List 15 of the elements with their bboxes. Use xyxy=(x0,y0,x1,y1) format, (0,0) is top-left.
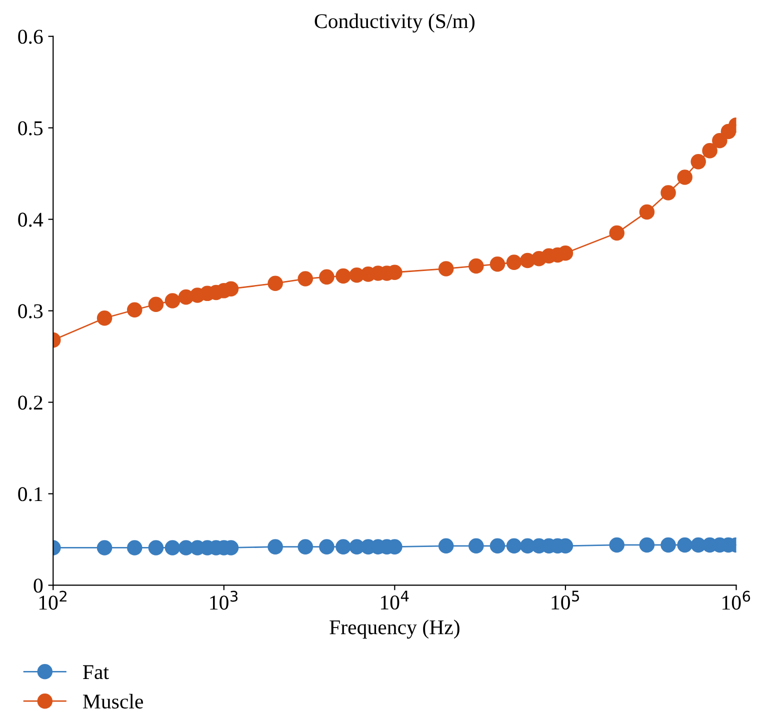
legend-label: Muscle xyxy=(82,694,144,709)
y-tick-label: 0.1 xyxy=(18,487,42,502)
y-tick-label: 0.3 xyxy=(18,304,43,318)
y-tick-label: 0.5 xyxy=(18,121,43,136)
x-axis-title: Frequency (Hz) xyxy=(330,620,460,639)
x-tick-label: 10$^{5}$ xyxy=(552,590,579,610)
y-tick-label: 0.6 xyxy=(18,30,43,44)
x-tick-label: 10$^{4}$ xyxy=(380,590,409,610)
y-tick-label: 0.2 xyxy=(18,396,42,410)
legend-label: Fat xyxy=(82,665,109,680)
x-tick-label: 10$^{3}$ xyxy=(210,590,238,610)
y-tick-label: 0.4 xyxy=(18,212,44,227)
chart-title: Conductivity (S/m) xyxy=(314,14,474,33)
x-tick-label: 10$^{6}$ xyxy=(722,590,750,610)
y-tick-label: 0 xyxy=(34,578,43,593)
